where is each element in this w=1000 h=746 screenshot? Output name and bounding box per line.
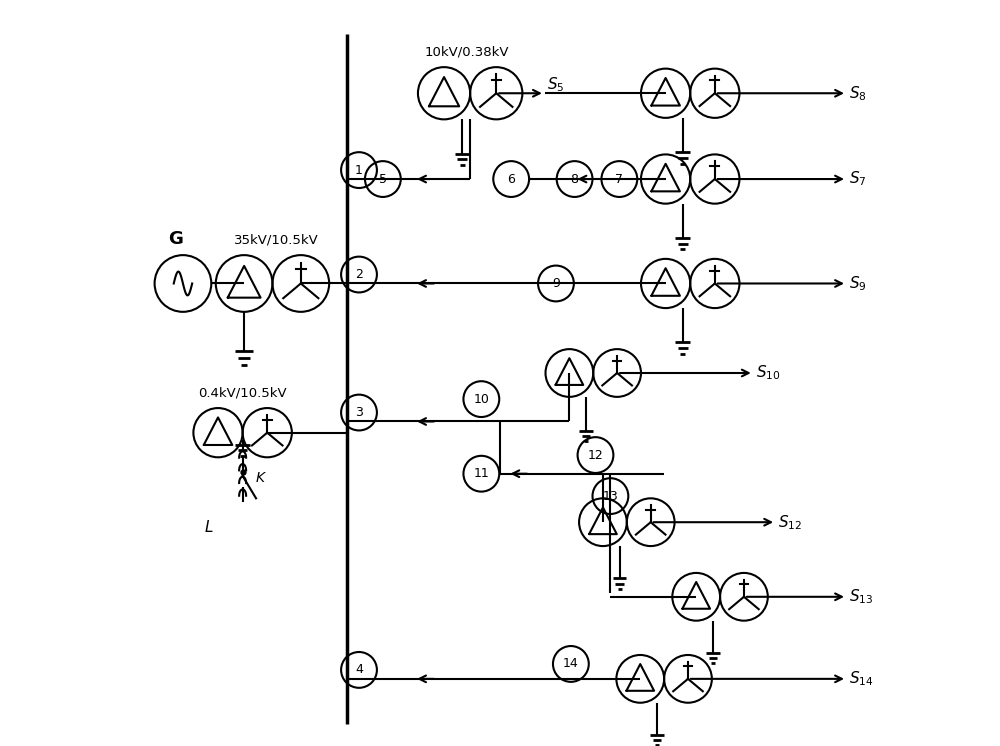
Text: $S_9$: $S_9$ bbox=[849, 274, 867, 293]
Text: 12: 12 bbox=[588, 448, 603, 462]
Text: $S_5$: $S_5$ bbox=[547, 75, 564, 94]
Text: $S_{10}$: $S_{10}$ bbox=[756, 363, 780, 383]
Text: K: K bbox=[256, 471, 265, 485]
Text: 11: 11 bbox=[473, 467, 489, 480]
Text: 10kV/0.38kV: 10kV/0.38kV bbox=[424, 46, 509, 58]
Text: 35kV/10.5kV: 35kV/10.5kV bbox=[234, 233, 319, 246]
Text: 7: 7 bbox=[615, 172, 623, 186]
Text: 13: 13 bbox=[603, 489, 618, 503]
Text: 2: 2 bbox=[355, 268, 363, 281]
Text: L: L bbox=[205, 520, 213, 535]
Text: $S_7$: $S_7$ bbox=[849, 169, 867, 189]
Text: 1: 1 bbox=[355, 163, 363, 177]
Text: 3: 3 bbox=[355, 406, 363, 419]
Text: 8: 8 bbox=[571, 172, 579, 186]
Text: 9: 9 bbox=[552, 277, 560, 290]
Text: $S_{14}$: $S_{14}$ bbox=[849, 669, 874, 689]
Text: 6: 6 bbox=[507, 172, 515, 186]
Text: $S_{13}$: $S_{13}$ bbox=[849, 587, 873, 606]
Text: 0.4kV/10.5kV: 0.4kV/10.5kV bbox=[198, 386, 287, 399]
Text: 14: 14 bbox=[563, 657, 579, 671]
Text: 10: 10 bbox=[473, 392, 489, 406]
Text: 5: 5 bbox=[379, 172, 387, 186]
Text: $S_8$: $S_8$ bbox=[849, 84, 867, 103]
Text: $S_{12}$: $S_{12}$ bbox=[778, 513, 802, 532]
Text: G: G bbox=[168, 230, 183, 248]
Text: 4: 4 bbox=[355, 663, 363, 677]
